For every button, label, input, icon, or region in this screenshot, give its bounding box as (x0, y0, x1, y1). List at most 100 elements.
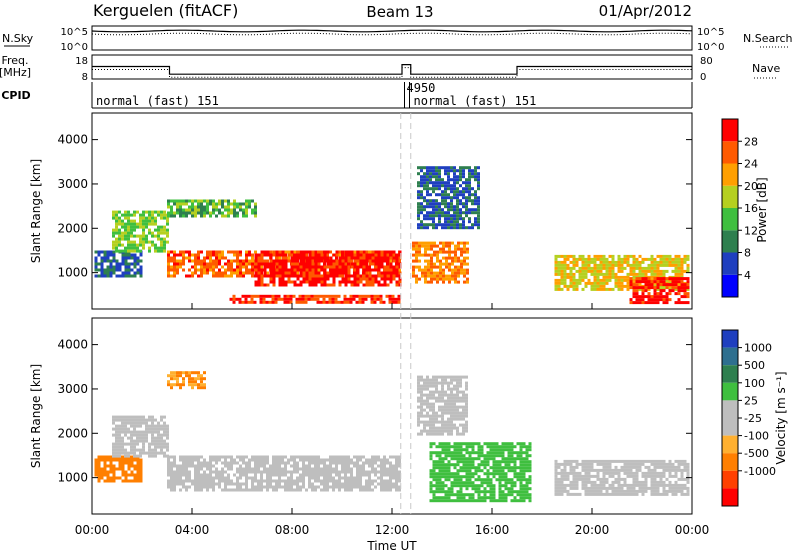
velocity-cell-r3 (179, 374, 182, 378)
cpid-label: CPID (1, 89, 30, 102)
power-cell-r8 (581, 272, 585, 276)
power-cell-r7 (420, 196, 423, 200)
power-cell-r7 (471, 208, 474, 212)
power-cell-r6 (436, 250, 439, 254)
power-cell-r3 (341, 274, 344, 278)
velocity-cell-r2 (335, 464, 338, 468)
power-cell-r3 (206, 250, 209, 254)
velocity-cell-r5 (447, 381, 450, 385)
velocity-cell-r4 (462, 454, 466, 458)
power-cell-r9 (674, 286, 678, 290)
power-cell-r3 (215, 256, 218, 260)
power-cell-r4 (290, 271, 294, 275)
velocity-cell-r5 (450, 405, 453, 409)
power-cell-r6 (421, 274, 424, 278)
power-cell-r5 (388, 297, 392, 301)
velocity-cell-r4 (483, 460, 487, 464)
power-cell-r4 (359, 262, 363, 266)
power-cell-r1 (127, 213, 130, 217)
power-cell-r2 (200, 199, 203, 203)
velocity-cell-r4 (486, 475, 490, 479)
power-cell-r6 (448, 277, 451, 281)
velocity-cell-r4 (435, 463, 439, 467)
beam-title: Beam 13 (366, 3, 433, 21)
power-cell-r1 (112, 216, 115, 220)
velocity-cell-r1 (130, 439, 133, 443)
velocity-cell-r0 (136, 461, 140, 465)
velocity-cell-r2 (251, 470, 254, 474)
power-cell-r7 (438, 166, 441, 170)
power-cell-r8 (554, 254, 558, 258)
power-cell-r9 (635, 292, 639, 296)
power-cell-r4 (329, 265, 333, 269)
velocity-cell-r4 (450, 490, 454, 494)
velocity-cell-r2 (305, 467, 308, 471)
velocity-cell-r2 (239, 473, 242, 477)
power-cell-r3 (209, 262, 212, 266)
power-cell-r6 (454, 256, 457, 260)
power-cell-r5 (253, 300, 257, 304)
velocity-cell-r4 (453, 442, 457, 446)
power-cell-r6 (448, 268, 451, 272)
velocity-cell-r5 (429, 378, 432, 382)
power-cell-r4 (380, 256, 384, 260)
velocity-cell-r6 (596, 477, 600, 481)
power-cell-r9 (635, 277, 639, 281)
power-cell-r6 (424, 265, 427, 269)
velocity-cell-r6 (605, 486, 609, 490)
velocity-cell-r2 (278, 470, 281, 474)
power-cell-r4 (398, 265, 402, 269)
power-cell-r6 (424, 244, 427, 248)
velocity-cell-r4 (504, 493, 508, 497)
velocity-cell-r1 (121, 439, 124, 443)
velocity-cell-r6 (596, 486, 600, 490)
velocity-cell-r6 (608, 483, 612, 487)
power-cell-r1 (160, 210, 163, 214)
velocity-cell-r4 (516, 451, 520, 455)
power-cell-r6 (454, 265, 457, 269)
velocity-cell-r6 (665, 489, 669, 493)
velocity-cell-r3 (200, 377, 203, 381)
power-cell-r7 (429, 214, 432, 218)
velocity-cell-r4 (498, 475, 502, 479)
velocity-cell-r6 (668, 462, 672, 466)
velocity-cell-r5 (432, 402, 435, 406)
power-cell-r7 (423, 214, 426, 218)
velocity-cell-r6 (650, 471, 654, 475)
velocity-cell-r0 (118, 458, 122, 462)
power-cell-r5 (319, 294, 323, 298)
velocity-cell-r2 (377, 476, 380, 480)
power-cell-r7 (435, 169, 438, 173)
power-cell-r6 (442, 256, 445, 260)
power-cell-r7 (474, 196, 477, 200)
power-cell-r4 (371, 280, 375, 284)
velocity-cell-r4 (510, 466, 514, 470)
velocity-cell-r2 (278, 467, 281, 471)
power-cell-r7 (429, 211, 432, 215)
power-cell-r3 (206, 271, 209, 275)
velocity-cell-r2 (200, 485, 203, 489)
power-cell-r1 (154, 243, 157, 247)
velocity-cell-r4 (492, 451, 496, 455)
velocity-cell-r6 (581, 474, 585, 478)
power-cell-r4 (323, 256, 327, 260)
velocity-cell-r2 (380, 461, 383, 465)
velocity-cell-r4 (507, 478, 511, 482)
velocity-cell-r5 (450, 423, 453, 427)
velocity-cell-r2 (245, 485, 248, 489)
velocity-cell-r6 (614, 477, 618, 481)
power-cell-r3 (200, 274, 203, 278)
power-cell-r3 (335, 256, 338, 260)
power-cell-r1 (127, 210, 130, 214)
velocity-cell-r1 (154, 451, 157, 455)
velocity-cell-r4 (513, 481, 517, 485)
velocity-cell-r4 (522, 442, 526, 446)
power-cell-r4 (326, 250, 330, 254)
velocity-cell-r6 (674, 459, 678, 463)
velocity-cell-r4 (519, 478, 523, 482)
velocity-cell-r2 (389, 470, 392, 474)
power-cell-r5 (268, 294, 272, 298)
velocity-cell-r2 (239, 488, 242, 492)
power-cell-r0 (109, 274, 113, 278)
velocity-cell-r1 (163, 442, 166, 446)
